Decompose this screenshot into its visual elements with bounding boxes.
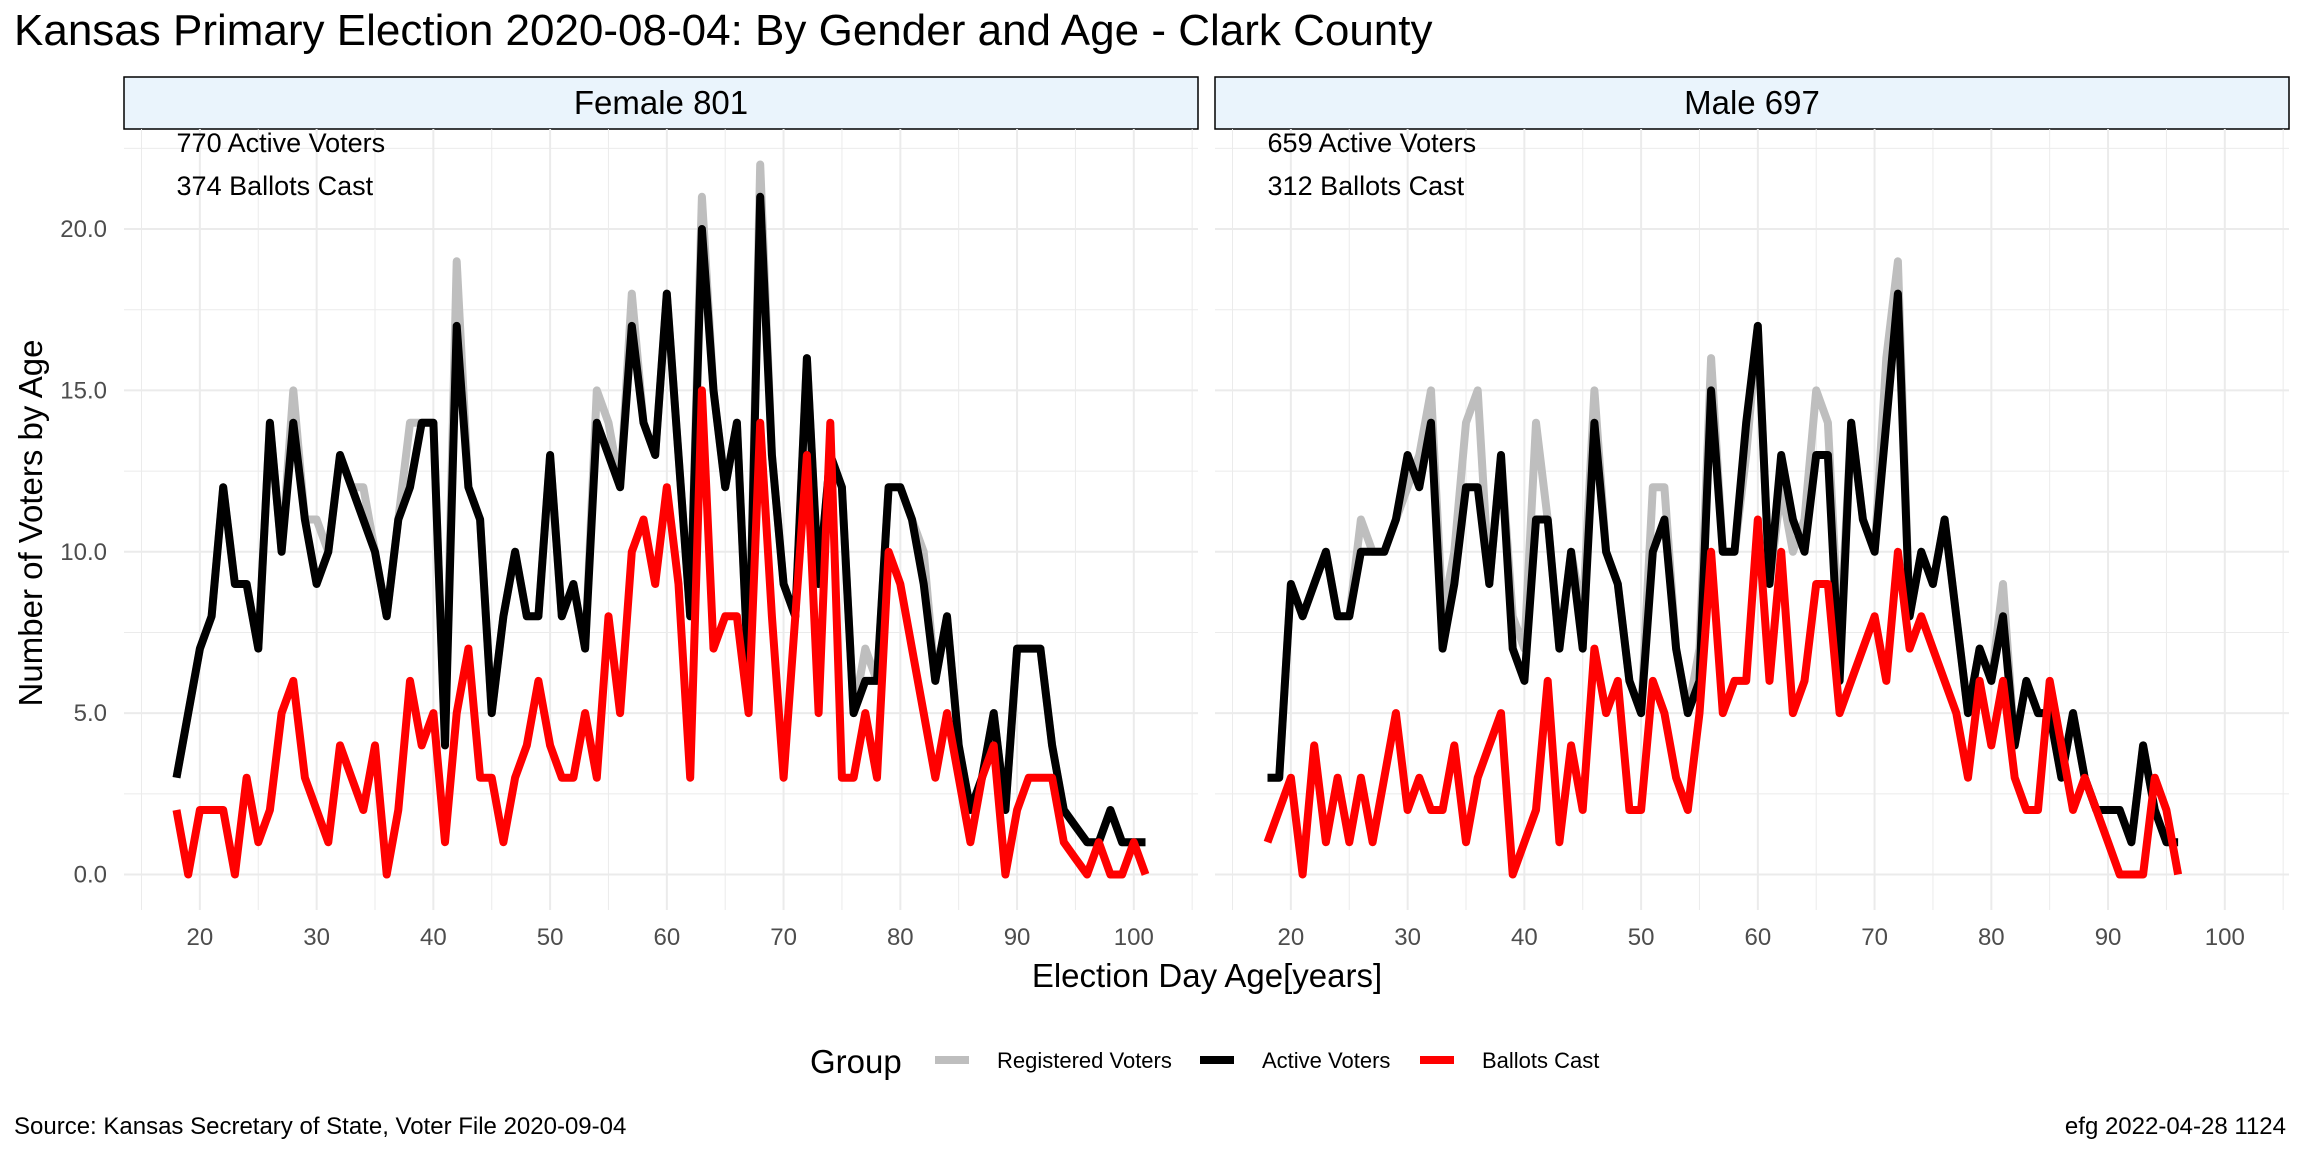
chart-title: Kansas Primary Election 2020-08-04: By G… xyxy=(14,6,1433,55)
legend-label: Registered Voters xyxy=(997,1048,1172,1073)
series-line-active-voters xyxy=(1267,289,2179,847)
y-tick-label: 10.0 xyxy=(60,539,107,566)
y-tick-label: 15.0 xyxy=(60,377,107,404)
gridlines xyxy=(1215,129,2289,910)
facet-strip-label: Female 801 xyxy=(574,84,748,121)
facet-strip-background xyxy=(1214,76,2290,130)
legend-items: Registered Voters Active Voters Ballots Ca… xyxy=(935,1048,1599,1073)
x-tick-label: 30 xyxy=(303,924,330,951)
legend-item-registered-voters: Registered Voters xyxy=(935,1048,1172,1073)
legend-label: Ballots Cast xyxy=(1482,1048,1599,1073)
x-tick-label: 50 xyxy=(1628,924,1655,951)
x-tick-label: 70 xyxy=(770,924,797,951)
x-tick-label: 60 xyxy=(1744,924,1771,951)
legend: Group Registered Voters Active Voters Ball… xyxy=(810,1043,1599,1080)
annotation-label: 312 Ballots Cast xyxy=(1268,171,1465,201)
panel-annotations: 770 Active Voters 374 Ballots Cast xyxy=(177,128,386,201)
x-tick-label: 60 xyxy=(653,924,680,951)
legend-item-active-voters: Active Voters xyxy=(1200,1048,1390,1073)
author-caption: efg 2022-04-28 1124 xyxy=(2065,1113,2286,1140)
x-tick-label: 80 xyxy=(1978,924,2005,951)
x-tick-label: 20 xyxy=(187,924,214,951)
y-axis-title: Number of Voters by Age xyxy=(12,340,49,707)
series-line-ballots-cast xyxy=(172,386,1150,879)
x-tick-label: 50 xyxy=(537,924,564,951)
x-tick-label: 70 xyxy=(1861,924,1888,951)
facet-strip: Male 697 xyxy=(1214,76,2290,130)
x-tick-label: 40 xyxy=(420,924,447,951)
annotation-label: 770 Active Voters xyxy=(177,128,386,158)
legend-item-ballots-cast: Ballots Cast xyxy=(1420,1048,1599,1073)
legend-title: Group xyxy=(810,1043,902,1080)
annotation-label: 374 Ballots Cast xyxy=(177,171,374,201)
x-tick-label: 100 xyxy=(2205,924,2245,951)
series-lines xyxy=(172,160,1150,879)
legend-label: Active Voters xyxy=(1262,1048,1390,1073)
source-caption: Source: Kansas Secretary of State, Voter… xyxy=(14,1113,626,1140)
x-tick-label: 90 xyxy=(2095,924,2122,951)
x-tick-label: 90 xyxy=(1004,924,1031,951)
x-tick-label: 40 xyxy=(1511,924,1538,951)
x-axis-title: Election Day Age[years] xyxy=(1032,957,1382,994)
tick-labels: 20 30 40 50 60 70 80 90 100 0.0 5.0 10.0 15.0 20.0 xyxy=(60,216,1154,951)
facet-strip-label: Male 697 xyxy=(1684,84,1820,121)
facet-panels: Female 801 20 30 40 50 60 70 80 90 100 0.0 5.0 10.0 1… xyxy=(60,76,2290,951)
series-lines xyxy=(1263,257,2183,879)
facet-strip: Female 801 xyxy=(123,76,1199,130)
facet-strip-background xyxy=(123,76,1199,130)
facet-panel-2: Male 697 20 30 40 50 60 70 80 90 100 659 Active Vo… xyxy=(1214,76,2290,951)
x-tick-label: 100 xyxy=(1114,924,1154,951)
annotation-label: 659 Active Voters xyxy=(1268,128,1477,158)
y-tick-label: 0.0 xyxy=(74,862,107,889)
tick-labels: 20 30 40 50 60 70 80 90 100 xyxy=(1278,924,2245,951)
y-tick-label: 5.0 xyxy=(74,700,107,727)
series-line-ballots-cast xyxy=(1263,515,2183,879)
y-tick-label: 20.0 xyxy=(60,216,107,243)
x-tick-label: 30 xyxy=(1394,924,1421,951)
facet-panel-1: Female 801 20 30 40 50 60 70 80 90 100 0.0 5.0 10.0 1… xyxy=(60,76,1199,951)
x-tick-label: 80 xyxy=(887,924,914,951)
panel-annotations: 659 Active Voters 312 Ballots Cast xyxy=(1268,128,1477,201)
x-tick-label: 20 xyxy=(1278,924,1305,951)
